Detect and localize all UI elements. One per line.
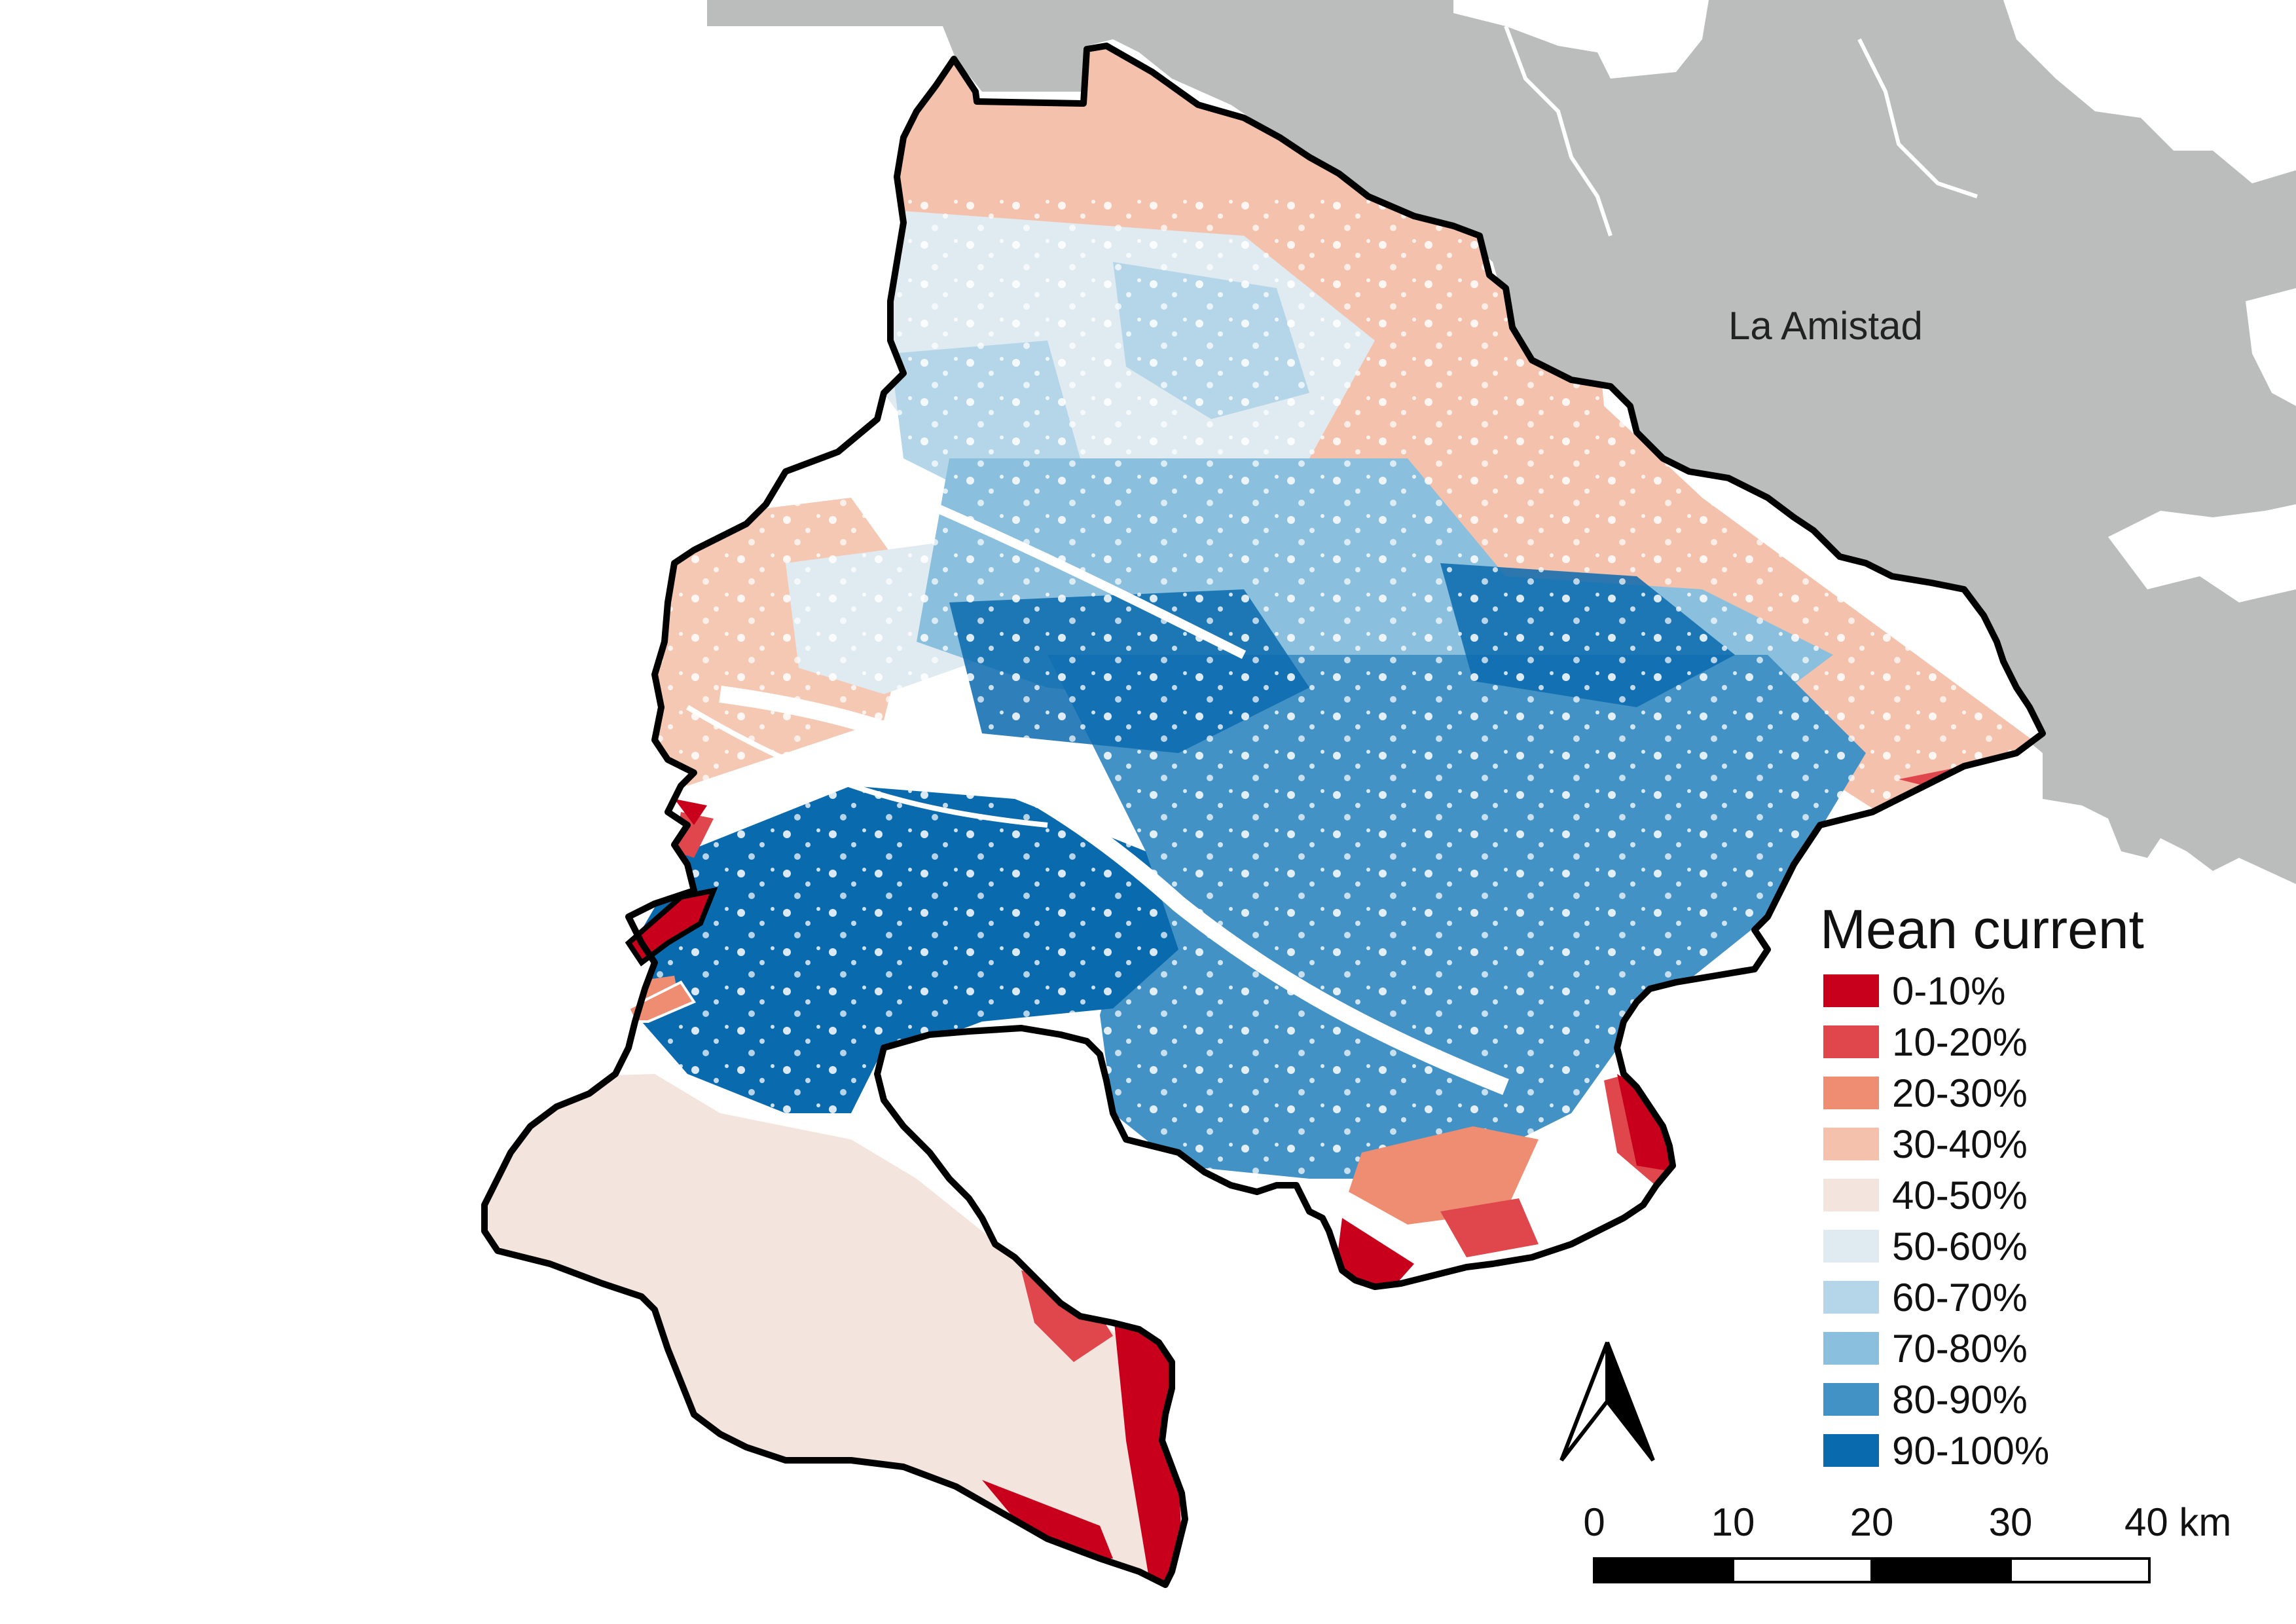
scale-label-30: 30 [1989,1500,2033,1544]
legend-swatch [1823,1128,1879,1160]
legend-label: 50-60% [1892,1225,2028,1268]
legend-swatch [1823,1383,1879,1416]
legend-swatch [1823,1077,1879,1109]
legend-label: 80-90% [1892,1378,2028,1422]
legend-swatch [1823,1281,1879,1314]
legend-label: 20-30% [1892,1071,2028,1115]
legend-label: 0-10% [1892,969,2005,1013]
neighbor-region-la-amistad [707,0,2296,884]
place-label: La Amistad [1728,304,1923,348]
legend-label: 90-100% [1892,1429,2049,1473]
legend-label: 60-70% [1892,1276,2028,1320]
legend: Mean current 0-10% 10-20% 20-30% 30-40% 40-5… [1820,898,2144,1473]
legend-swatch [1823,1434,1879,1467]
legend-label: 10-20% [1892,1020,2028,1064]
legend-swatch [1823,1332,1879,1365]
legend-swatch [1823,1025,1879,1058]
scale-label-40: 40 km [2124,1500,2231,1544]
north-arrow-icon [1559,1341,1655,1462]
legend-label: 30-40% [1892,1122,2028,1166]
legend-label: 40-50% [1892,1173,2028,1217]
legend-title: Mean current [1820,898,2144,960]
scale-label-20: 20 [1850,1500,1894,1544]
scale-label-0: 0 [1583,1500,1605,1544]
study-area-boundary [481,43,2046,1588]
legend-swatch [1823,1230,1879,1263]
scale-label-10: 10 [1711,1500,1755,1544]
legend-swatch [1823,1179,1879,1211]
legend-swatch [1823,974,1879,1007]
legend-label: 70-80% [1892,1327,2028,1371]
scale-bar: 0 10 20 30 40 km [1583,1500,2231,1583]
